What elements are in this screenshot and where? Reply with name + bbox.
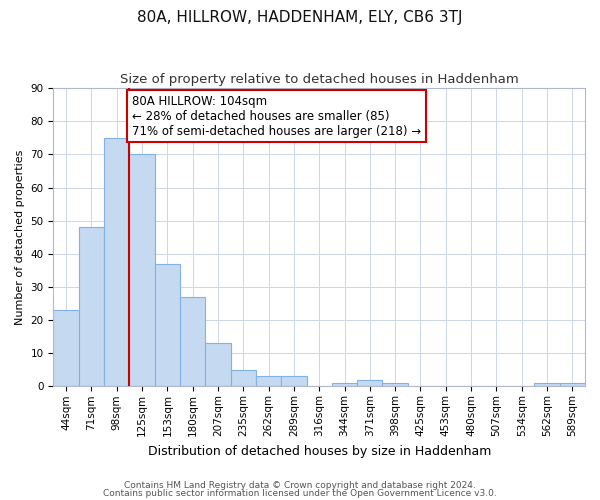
Bar [53,310,79,386]
Text: 80A HILLROW: 104sqm
← 28% of detached houses are smaller (85)
71% of semi-detach: 80A HILLROW: 104sqm ← 28% of detached ho… [132,94,421,138]
Bar [382,383,408,386]
Bar [79,228,104,386]
Bar [256,376,281,386]
Bar [180,297,205,386]
Bar [205,344,230,386]
Bar [155,264,180,386]
Title: Size of property relative to detached houses in Haddenham: Size of property relative to detached ho… [120,72,518,86]
Text: Contains public sector information licensed under the Open Government Licence v3: Contains public sector information licen… [103,488,497,498]
Bar [281,376,307,386]
Y-axis label: Number of detached properties: Number of detached properties [15,150,25,325]
Bar [230,370,256,386]
Bar [357,380,382,386]
Bar [332,383,357,386]
Bar [130,154,155,386]
Text: Contains HM Land Registry data © Crown copyright and database right 2024.: Contains HM Land Registry data © Crown c… [124,481,476,490]
Bar [560,383,585,386]
Bar [535,383,560,386]
X-axis label: Distribution of detached houses by size in Haddenham: Distribution of detached houses by size … [148,444,491,458]
Text: 80A, HILLROW, HADDENHAM, ELY, CB6 3TJ: 80A, HILLROW, HADDENHAM, ELY, CB6 3TJ [137,10,463,25]
Bar [104,138,130,386]
